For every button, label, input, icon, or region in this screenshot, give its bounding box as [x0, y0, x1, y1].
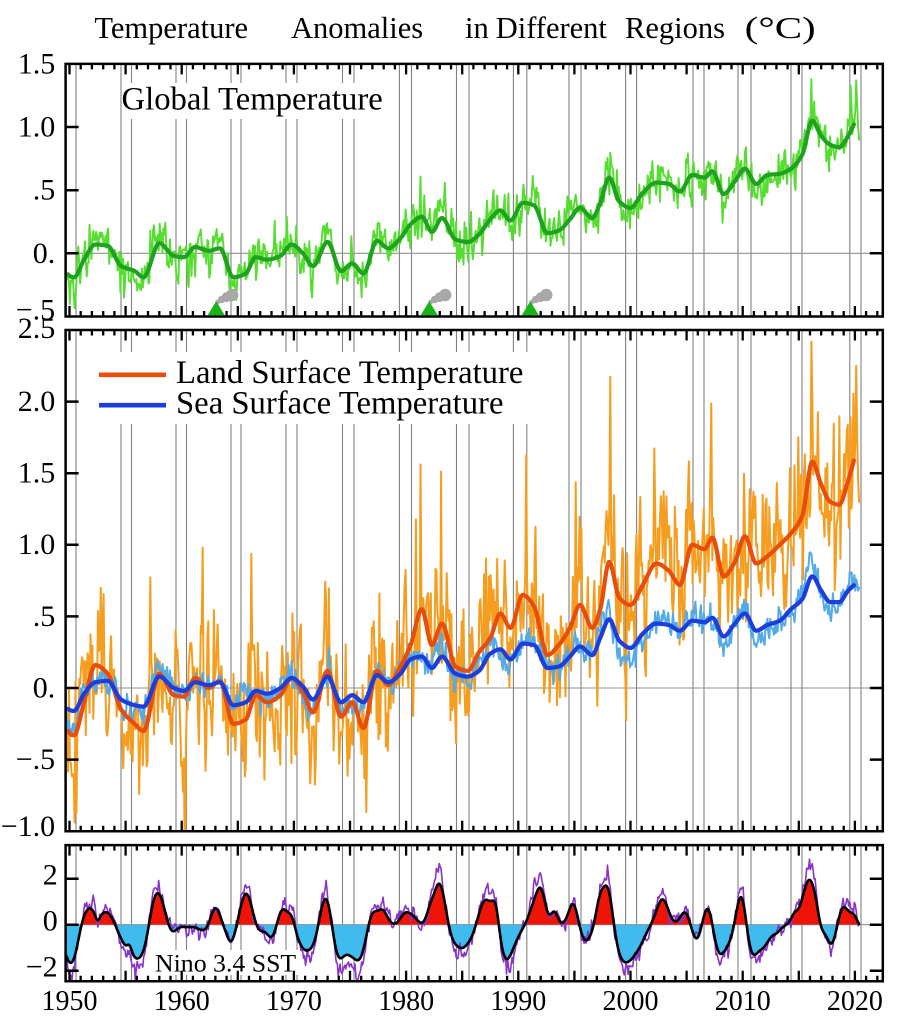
- svg-text:0.: 0.: [33, 237, 56, 270]
- svg-text:1980: 1980: [378, 986, 434, 1017]
- svg-text:2020: 2020: [827, 986, 883, 1017]
- svg-text:Temperature: Temperature: [94, 11, 248, 45]
- svg-text:−.5: −.5: [16, 294, 55, 327]
- svg-text:−1.0: −1.0: [1, 810, 55, 843]
- svg-text:(°C): (°C): [745, 11, 816, 45]
- svg-text:.5: .5: [33, 174, 56, 207]
- svg-text:Nino 3.4 SST: Nino 3.4 SST: [155, 948, 296, 977]
- svg-text:2: 2: [43, 859, 58, 892]
- svg-text:Land Surface Temperature: Land Surface Temperature: [176, 355, 523, 391]
- svg-text:1990: 1990: [490, 986, 546, 1017]
- svg-text:Different: Different: [496, 11, 608, 45]
- svg-text:in: in: [465, 11, 489, 45]
- svg-text:−2: −2: [26, 951, 58, 984]
- svg-text:1960: 1960: [154, 986, 210, 1017]
- svg-text:1.5: 1.5: [18, 457, 56, 490]
- svg-text:2.0: 2.0: [18, 385, 56, 418]
- svg-text:Sea Surface Temperature: Sea Surface Temperature: [176, 386, 503, 422]
- svg-text:1950: 1950: [42, 986, 98, 1017]
- svg-text:.5: .5: [33, 600, 56, 633]
- svg-text:Regions: Regions: [625, 11, 725, 45]
- svg-text:2000: 2000: [603, 986, 659, 1017]
- svg-text:1.0: 1.0: [18, 528, 56, 561]
- svg-text:1.0: 1.0: [18, 110, 56, 143]
- svg-text:1970: 1970: [266, 986, 322, 1017]
- svg-text:−.5: −.5: [16, 743, 55, 776]
- svg-text:0.: 0.: [33, 671, 56, 704]
- svg-text:Global Temperature: Global Temperature: [122, 81, 383, 117]
- svg-text:0: 0: [43, 905, 58, 938]
- svg-text:Anomalies: Anomalies: [291, 11, 423, 45]
- svg-text:2010: 2010: [715, 986, 771, 1017]
- svg-text:2.5: 2.5: [18, 312, 56, 345]
- svg-text:1.5: 1.5: [18, 47, 56, 80]
